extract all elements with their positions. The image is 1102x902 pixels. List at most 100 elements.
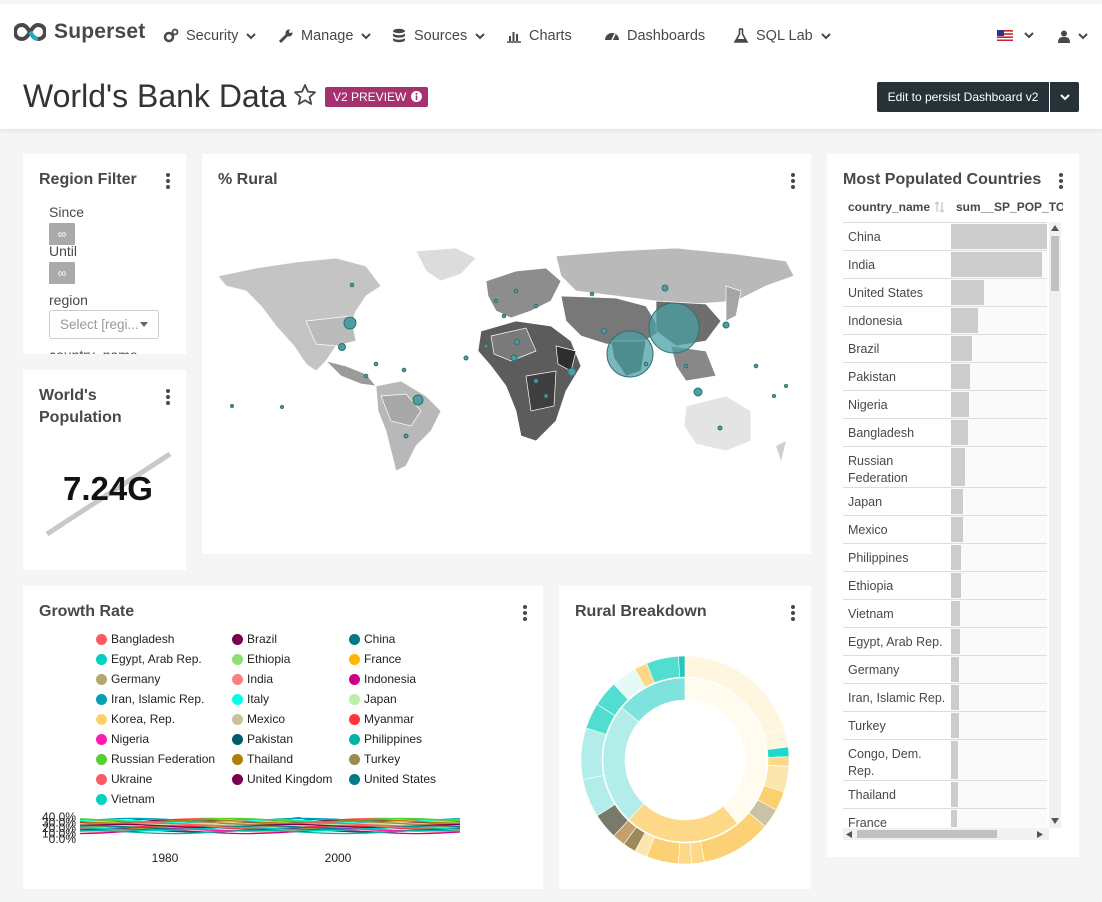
world-map[interactable] — [216, 246, 796, 476]
scroll-thumb-horizontal[interactable] — [857, 830, 997, 838]
legend-item[interactable]: Germany — [96, 672, 160, 686]
legend-item[interactable]: Italy — [232, 692, 269, 706]
until-picker[interactable]: ∞ — [49, 262, 75, 284]
legend-item[interactable]: France — [349, 652, 401, 666]
legend-item[interactable]: Korea, Rep. — [96, 712, 175, 726]
legend-swatch — [232, 653, 243, 665]
legend-item[interactable]: Bangladesh — [96, 632, 174, 646]
more-options-icon[interactable] — [790, 604, 796, 622]
edit-dropdown-toggle[interactable] — [1050, 82, 1079, 112]
legend-item[interactable]: Philippines — [349, 732, 422, 746]
legend-item[interactable]: Ukraine — [96, 772, 152, 786]
legend-item[interactable]: Iran, Islamic Rep. — [96, 692, 204, 706]
more-options-icon[interactable] — [790, 172, 796, 190]
dashboard-icon — [605, 33, 619, 41]
more-options-icon[interactable] — [1058, 172, 1064, 190]
scroll-down-arrow-icon[interactable] — [1051, 818, 1059, 824]
dashboard-title[interactable]: World's Bank Data — [23, 78, 287, 114]
legend-item[interactable]: China — [349, 632, 395, 646]
series-line[interactable] — [79, 820, 461, 826]
table-row[interactable]: Bangladesh — [843, 418, 1047, 446]
table-row[interactable]: United States — [843, 278, 1047, 306]
table-row[interactable]: Nigeria — [843, 390, 1047, 418]
edit-dashboard-button[interactable]: Edit to persist Dashboard v2 — [877, 82, 1049, 112]
sort-icon[interactable] — [935, 200, 945, 214]
nav-dashboards[interactable]: Dashboards — [604, 28, 705, 44]
scroll-up-arrow-icon[interactable] — [1051, 225, 1059, 231]
country-name-cell: Thailand — [848, 788, 896, 802]
favorite-star-icon[interactable] — [293, 83, 317, 107]
legend-item[interactable]: Nigeria — [96, 732, 149, 746]
sunburst-segment[interactable] — [621, 677, 686, 723]
legend-item[interactable]: Myanmar — [349, 712, 414, 726]
scroll-left-arrow-icon[interactable] — [846, 831, 852, 838]
col-country-name[interactable]: country_name — [848, 200, 931, 214]
table-row[interactable]: Iran, Islamic Rep. — [843, 683, 1047, 711]
legend-item[interactable]: Egypt, Arab Rep. — [96, 652, 202, 666]
legend-item[interactable]: Vietnam — [96, 792, 155, 806]
region-filter-card: Region Filter Since ∞ Until ∞ region Sel… — [23, 154, 186, 354]
v2-preview-badge[interactable]: V2 PREVIEW — [325, 87, 429, 107]
nav-manage[interactable]: Manage — [278, 28, 372, 44]
table-row[interactable]: Germany — [843, 655, 1047, 683]
since-picker[interactable]: ∞ — [49, 223, 75, 245]
country-name-cell: Pakistan — [848, 370, 896, 384]
sunburst-chart[interactable] — [579, 654, 791, 866]
table-row[interactable]: Mexico — [843, 515, 1047, 543]
table-row[interactable]: India — [843, 250, 1047, 278]
nav-sql-lab[interactable]: SQL Lab — [733, 28, 831, 44]
table-row[interactable]: China — [843, 222, 1047, 250]
legend-item[interactable]: Brazil — [232, 632, 277, 646]
sunburst-segment[interactable] — [767, 756, 790, 767]
user-menu[interactable] — [1058, 30, 1088, 43]
legend-item[interactable]: India — [232, 672, 273, 686]
table-row[interactable]: Ethiopia — [843, 571, 1047, 599]
legend-item[interactable]: Ethiopia — [232, 652, 290, 666]
legend-item[interactable]: Japan — [349, 692, 397, 706]
legend-item[interactable]: United Kingdom — [232, 772, 332, 786]
table-row[interactable]: Thailand — [843, 780, 1047, 808]
legend-label: United Kingdom — [247, 772, 333, 786]
table-row[interactable]: Philippines — [843, 543, 1047, 571]
legend-item[interactable]: United States — [349, 772, 436, 786]
legend-item[interactable]: Russian Federation — [96, 752, 215, 766]
table-row[interactable]: Japan — [843, 487, 1047, 515]
legend-item[interactable]: Turkey — [349, 752, 400, 766]
table-row[interactable]: Brazil — [843, 334, 1047, 362]
series-line[interactable] — [79, 829, 461, 835]
more-options-icon[interactable] — [522, 604, 528, 622]
region-select[interactable]: Select [regi... — [49, 310, 159, 339]
col-population[interactable]: sum__SP_POP_TOTL — [956, 200, 1063, 214]
sunburst-segment[interactable] — [580, 727, 607, 780]
table-row[interactable]: Vietnam — [843, 599, 1047, 627]
horizontal-scrollbar[interactable] — [843, 828, 1049, 840]
vertical-scrollbar[interactable] — [1049, 222, 1061, 828]
table-row[interactable]: France — [843, 808, 1047, 828]
scroll-thumb[interactable] — [1051, 236, 1059, 291]
table-row[interactable]: Pakistan — [843, 362, 1047, 390]
table-row[interactable]: Congo, Dem. Rep. — [843, 739, 1047, 780]
sunburst-segment[interactable] — [678, 655, 686, 678]
table-row[interactable]: Russian Federation — [843, 446, 1047, 487]
nav-sources[interactable]: Sources — [391, 28, 485, 44]
legend-item[interactable]: Thailand — [232, 752, 293, 766]
brand[interactable]: Superset — [14, 20, 145, 44]
more-options-icon[interactable] — [165, 172, 171, 190]
legend-item[interactable]: Pakistan — [232, 732, 293, 746]
nav-security[interactable]: Security — [163, 28, 257, 44]
legend-item[interactable]: Mexico — [232, 712, 285, 726]
table-row[interactable]: Turkey — [843, 711, 1047, 739]
language-selector[interactable] — [997, 30, 1034, 41]
population-bar — [951, 741, 958, 779]
series-line[interactable] — [79, 817, 461, 823]
table-row[interactable]: Indonesia — [843, 306, 1047, 334]
series-line[interactable] — [79, 826, 461, 832]
scroll-right-arrow-icon[interactable] — [1037, 831, 1043, 838]
nav-charts[interactable]: Charts — [506, 28, 572, 44]
more-options-icon[interactable] — [165, 388, 171, 406]
sunburst-segment[interactable] — [678, 842, 692, 865]
legend-item[interactable]: Indonesia — [349, 672, 416, 686]
table-row[interactable]: Egypt, Arab Rep. — [843, 627, 1047, 655]
legend-swatch — [349, 633, 360, 645]
growth-line-chart[interactable]: 40.0%30.0%20.0%10.0%0.0% 1980 2000 — [23, 806, 543, 886]
